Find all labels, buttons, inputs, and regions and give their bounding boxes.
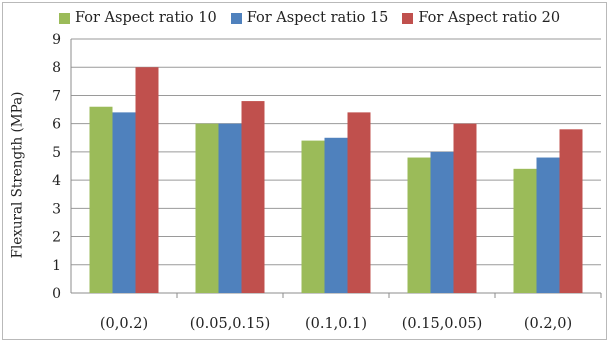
legend-swatch-aspect-ratio-15	[230, 12, 242, 24]
bar-series-1-3	[301, 140, 325, 293]
legend: For Aspect ratio 10 For Aspect ratio 15 …	[59, 7, 574, 29]
y-tick-label: 1	[52, 258, 61, 274]
y-tick-label: 7	[52, 88, 61, 104]
bar-series-3-5	[559, 129, 583, 293]
bar-series-2-5	[536, 157, 560, 293]
bar-series-1-5	[513, 168, 537, 293]
legend-label-aspect-ratio-10: For Aspect ratio 10	[75, 10, 217, 26]
bar-series-2-2	[218, 123, 242, 294]
bar-series-3-3	[347, 112, 371, 293]
x-tick-label: (0.2,0)	[524, 316, 572, 332]
x-tick-label: (0.1,0.1)	[305, 316, 367, 332]
x-tick-label: (0.05,0.15)	[190, 316, 271, 332]
x-tick-label: (0,0.2)	[100, 316, 148, 332]
legend-item-aspect-ratio-20: For Aspect ratio 20	[402, 10, 560, 26]
bar-series-2-4	[430, 151, 454, 293]
bar-series-3-2	[241, 101, 265, 293]
plot-area: 0 1 2 3 4 5 6 7 8 9 (0,0.2) (0.05,0.15) (0.1,0.1) (0.…	[52, 32, 602, 332]
y-tick-label: 9	[52, 32, 61, 48]
legend-label-aspect-ratio-15: For Aspect ratio 15	[246, 10, 389, 26]
x-tick-label: (0.15,0.05)	[402, 316, 483, 332]
chart-frame: For Aspect ratio 10 For Aspect ratio 15 …	[2, 2, 607, 340]
y-tick-label: 8	[52, 60, 61, 76]
y-tick-label: 0	[52, 286, 61, 302]
bar-series-3-4	[453, 123, 477, 294]
bar-series-2-1	[112, 112, 136, 293]
bar-series-2-3	[324, 137, 348, 293]
y-tick-label: 5	[52, 145, 61, 161]
bar-series-3-1	[135, 67, 159, 293]
y-tick-label: 6	[52, 117, 61, 133]
bar-series-1-4	[407, 157, 431, 293]
legend-item-aspect-ratio-15: For Aspect ratio 15	[230, 10, 389, 26]
y-tick-label: 3	[52, 201, 61, 217]
y-tick-label: 4	[52, 173, 61, 189]
legend-item-aspect-ratio-10: For Aspect ratio 10	[59, 10, 217, 26]
legend-swatch-aspect-ratio-10	[59, 12, 70, 24]
bar-series-1-2	[195, 123, 219, 294]
legend-swatch-aspect-ratio-20	[402, 12, 414, 24]
bar-series-1-1	[89, 106, 113, 293]
legend-label-aspect-ratio-20: For Aspect ratio 20	[418, 10, 561, 26]
y-tick-label: 2	[52, 230, 61, 246]
